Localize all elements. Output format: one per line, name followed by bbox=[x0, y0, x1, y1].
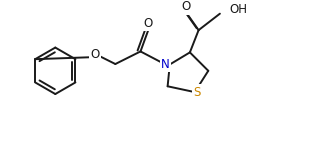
Text: O: O bbox=[144, 17, 153, 30]
Text: OH: OH bbox=[230, 3, 248, 16]
Text: O: O bbox=[90, 48, 100, 61]
Text: S: S bbox=[193, 86, 200, 99]
Text: O: O bbox=[181, 0, 191, 13]
Text: N: N bbox=[161, 58, 170, 71]
